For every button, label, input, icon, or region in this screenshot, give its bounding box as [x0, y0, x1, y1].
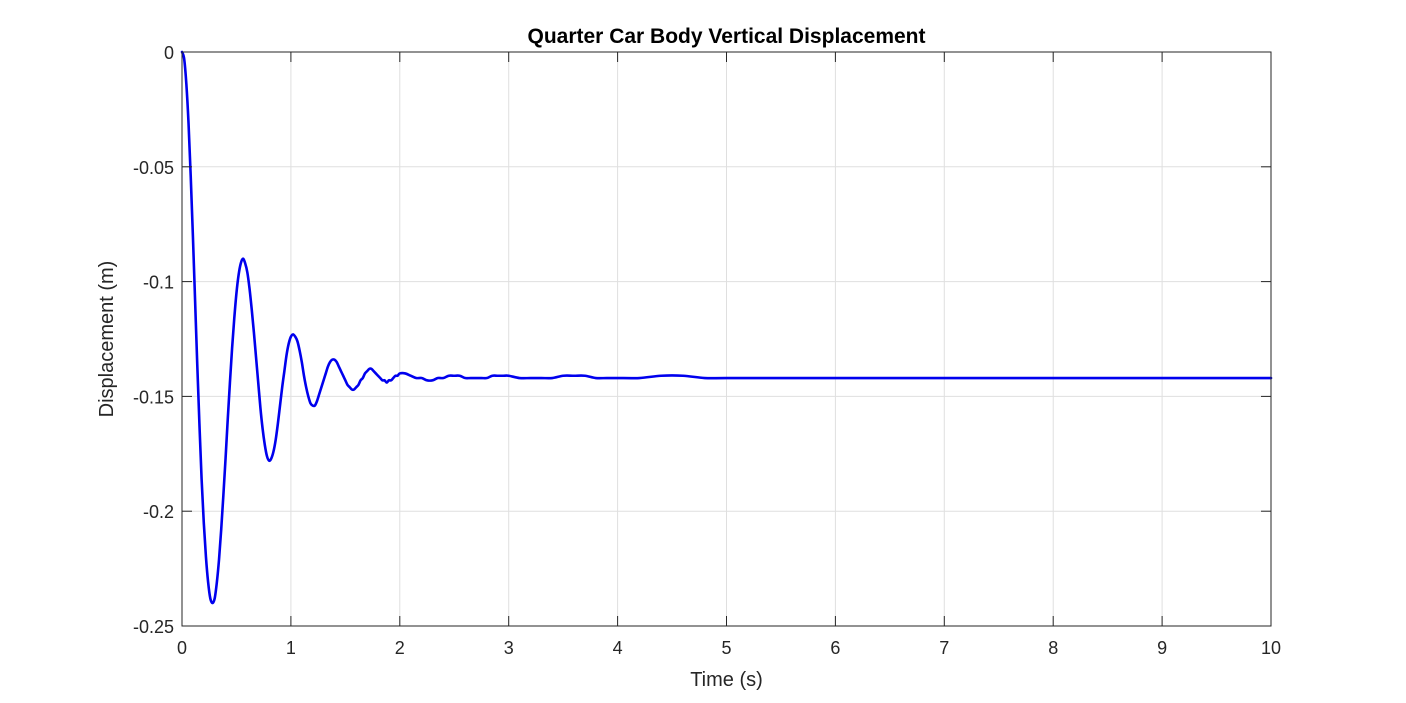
- y-tick-labels: -0.25 -0.2 -0.15 -0.1 -0.05 0: [133, 43, 174, 637]
- x-tick-label: 9: [1157, 638, 1167, 658]
- x-tick-label: 7: [939, 638, 949, 658]
- y-axis-label: Displacement (m): [96, 261, 118, 418]
- series-line-displacement: [180, 50, 1273, 605]
- x-tick-label: 3: [504, 638, 514, 658]
- x-tick-label: 6: [830, 638, 840, 658]
- x-tick-label: 1: [286, 638, 296, 658]
- x-tick-labels: 0 1 2 3 4 5 6 7 8 9 10: [177, 638, 1281, 658]
- x-tick-label: 4: [613, 638, 623, 658]
- y-tick-label: 0: [164, 43, 174, 63]
- series-group: [180, 50, 1273, 605]
- tick-marks: [181, 51, 1272, 627]
- x-tick-label: 8: [1048, 638, 1058, 658]
- y-tick-label: -0.05: [133, 158, 174, 178]
- x-tick-label: 0: [177, 638, 187, 658]
- y-tick-label: -0.2: [143, 502, 174, 522]
- y-tick-label: -0.1: [143, 273, 174, 293]
- x-axis-label: Time (s): [690, 669, 763, 691]
- x-tick-label: 2: [395, 638, 405, 658]
- x-tick-label: 10: [1261, 638, 1281, 658]
- chart-title: Quarter Car Body Vertical Displacement: [528, 25, 926, 48]
- y-tick-label: -0.15: [133, 387, 174, 407]
- x-tick-label: 5: [721, 638, 731, 658]
- y-tick-label: -0.25: [133, 617, 174, 637]
